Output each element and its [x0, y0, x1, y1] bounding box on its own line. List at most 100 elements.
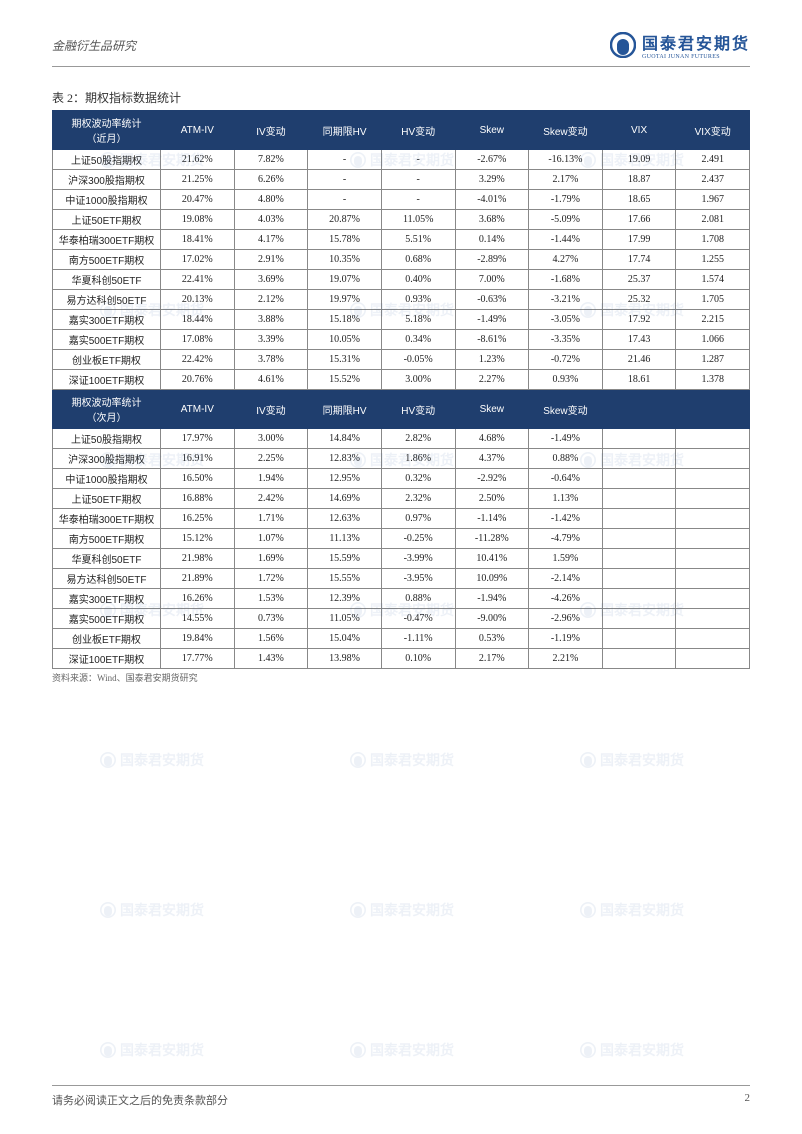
- cell: [676, 489, 750, 509]
- cell: 华夏科创50ETF: [53, 270, 161, 290]
- cell: -11.28%: [455, 529, 529, 549]
- cell: 4.37%: [455, 449, 529, 469]
- cell: [676, 429, 750, 449]
- cell: 深证100ETF期权: [53, 370, 161, 390]
- cell: -: [308, 150, 382, 170]
- cell: 22.42%: [161, 350, 235, 370]
- cell: 2.17%: [455, 649, 529, 669]
- cell: 创业板ETF期权: [53, 350, 161, 370]
- cell: -2.92%: [455, 469, 529, 489]
- cell: -5.09%: [529, 210, 603, 230]
- cell: 25.32: [602, 290, 676, 310]
- cell: [602, 429, 676, 449]
- watermark: 国泰君安期货: [100, 750, 204, 770]
- cell: [602, 449, 676, 469]
- cell: -: [308, 170, 382, 190]
- cell: 2.91%: [234, 250, 308, 270]
- watermark: 国泰君安期货: [350, 750, 454, 770]
- table-row: 南方500ETF期权15.12%1.07%11.13%-0.25%-11.28%…: [53, 529, 750, 549]
- cell: 19.97%: [308, 290, 382, 310]
- cell: -: [308, 190, 382, 210]
- cell: -0.47%: [381, 609, 455, 629]
- col-header: ATM-IV: [161, 390, 235, 429]
- cell: 4.68%: [455, 429, 529, 449]
- cell: 1.574: [676, 270, 750, 290]
- cell: 1.71%: [234, 509, 308, 529]
- col-header: HV变动: [381, 111, 455, 150]
- cell: -2.67%: [455, 150, 529, 170]
- cell: 1.967: [676, 190, 750, 210]
- watermark: 国泰君安期货: [580, 1040, 684, 1060]
- cell: 创业板ETF期权: [53, 629, 161, 649]
- cell: 2.12%: [234, 290, 308, 310]
- cell: -16.13%: [529, 150, 603, 170]
- cell: -1.14%: [455, 509, 529, 529]
- cell: 2.82%: [381, 429, 455, 449]
- cell: 17.43: [602, 330, 676, 350]
- cell: 0.88%: [381, 589, 455, 609]
- cell: 17.02%: [161, 250, 235, 270]
- cell: 0.53%: [455, 629, 529, 649]
- cell: -3.35%: [529, 330, 603, 350]
- cell: 13.98%: [308, 649, 382, 669]
- cell: 21.89%: [161, 569, 235, 589]
- cell: [602, 549, 676, 569]
- watermark: 国泰君安期货: [350, 900, 454, 920]
- table-row: 易方达科创50ETF21.89%1.72%15.55%-3.95%10.09%-…: [53, 569, 750, 589]
- cell: 14.69%: [308, 489, 382, 509]
- page-number: 2: [745, 1092, 751, 1108]
- table-row: 嘉实300ETF期权16.26%1.53%12.39%0.88%-1.94%-4…: [53, 589, 750, 609]
- cell: 17.08%: [161, 330, 235, 350]
- cell: 18.65: [602, 190, 676, 210]
- watermark: 国泰君安期货: [100, 1040, 204, 1060]
- cell: -: [381, 170, 455, 190]
- cell: 易方达科创50ETF: [53, 290, 161, 310]
- cell: -1.68%: [529, 270, 603, 290]
- cell: [602, 469, 676, 489]
- cell: 3.29%: [455, 170, 529, 190]
- cell: 15.18%: [308, 310, 382, 330]
- cell: 中证1000股指期权: [53, 469, 161, 489]
- cell: 0.34%: [381, 330, 455, 350]
- cell: 上证50ETF期权: [53, 489, 161, 509]
- cell: [602, 589, 676, 609]
- cell: -2.89%: [455, 250, 529, 270]
- table-row: 嘉实500ETF期权17.08%3.39%10.05%0.34%-8.61%-3…: [53, 330, 750, 350]
- cell: 5.51%: [381, 230, 455, 250]
- col-header: [602, 390, 676, 429]
- table-row: 南方500ETF期权17.02%2.91%10.35%0.68%-2.89%4.…: [53, 250, 750, 270]
- cell: 2.21%: [529, 649, 603, 669]
- cell: [602, 569, 676, 589]
- cell: 15.31%: [308, 350, 382, 370]
- cell: 1.72%: [234, 569, 308, 589]
- cell: 11.13%: [308, 529, 382, 549]
- cell: [676, 549, 750, 569]
- cell: 10.09%: [455, 569, 529, 589]
- page-header: 金融衍生品研究 国泰君安期货 GUOTAI JUNAN FUTURES: [52, 30, 750, 67]
- cell: 上证50股指期权: [53, 429, 161, 449]
- col-header: Skew变动: [529, 390, 603, 429]
- cell: 10.35%: [308, 250, 382, 270]
- cell: 0.97%: [381, 509, 455, 529]
- cell: 2.17%: [529, 170, 603, 190]
- cell: -0.72%: [529, 350, 603, 370]
- cell: 15.55%: [308, 569, 382, 589]
- col-header: 同期限HV: [308, 111, 382, 150]
- cell: 沪深300股指期权: [53, 449, 161, 469]
- cell: 0.68%: [381, 250, 455, 270]
- cell: 1.69%: [234, 549, 308, 569]
- cell: 1.94%: [234, 469, 308, 489]
- cell: 南方500ETF期权: [53, 250, 161, 270]
- cell: [602, 529, 676, 549]
- cell: 3.68%: [455, 210, 529, 230]
- cell: -0.63%: [455, 290, 529, 310]
- cell: 4.03%: [234, 210, 308, 230]
- cell: 12.95%: [308, 469, 382, 489]
- logo-en: GUOTAI JUNAN FUTURES: [642, 54, 750, 60]
- col-header: IV变动: [234, 111, 308, 150]
- cell: -0.05%: [381, 350, 455, 370]
- cell: 0.93%: [381, 290, 455, 310]
- table-row: 易方达科创50ETF20.13%2.12%19.97%0.93%-0.63%-3…: [53, 290, 750, 310]
- cell: 7.00%: [455, 270, 529, 290]
- source-note: 资料来源：Wind、国泰君安期货研究: [52, 671, 750, 684]
